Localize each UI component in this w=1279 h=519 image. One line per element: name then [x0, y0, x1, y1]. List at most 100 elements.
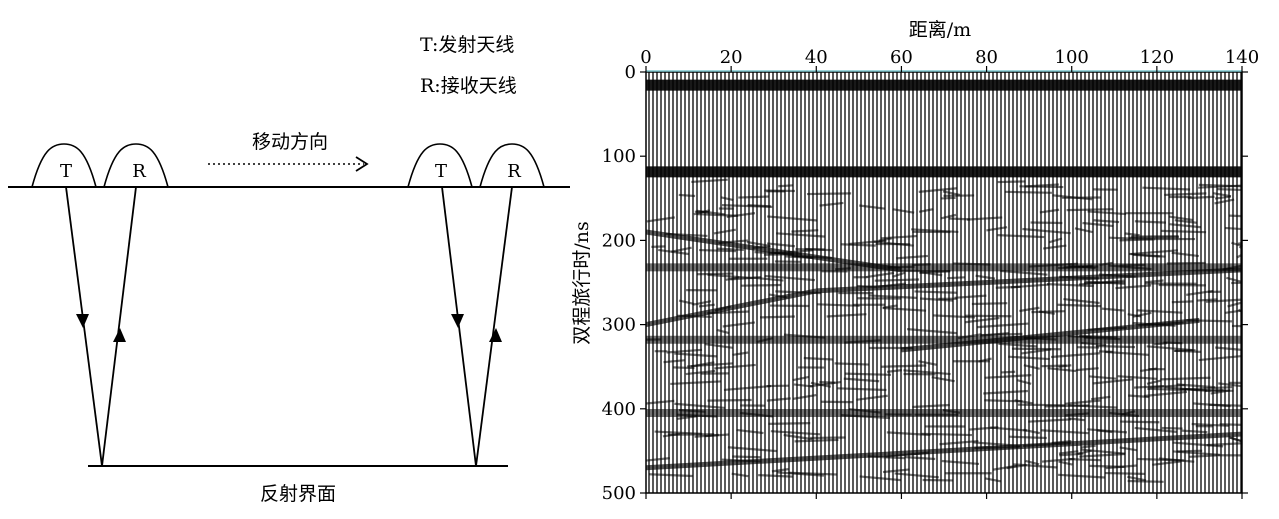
trace-wavelet — [964, 316, 1000, 324]
trace-wavelet — [873, 240, 914, 247]
trace-wavelet — [1087, 326, 1127, 331]
trace-wavelet — [896, 254, 929, 260]
trace-wavelet — [1012, 463, 1058, 469]
down-arrow-icon — [451, 314, 464, 328]
trace-wavelet — [732, 455, 761, 459]
trace-wavelet — [1169, 223, 1202, 229]
trace-wavelet — [1120, 420, 1160, 424]
trace-wavelet — [732, 351, 749, 357]
trace-wavelet — [1158, 457, 1195, 463]
trace-wavelet — [918, 187, 958, 193]
trace-wavelet — [837, 387, 887, 392]
trace-wavelet — [1228, 436, 1243, 443]
reflector-horizontal — [646, 335, 1242, 344]
reflector-layer — [645, 79, 1243, 483]
trace-wavelet — [1144, 279, 1164, 284]
trace-wavelet — [723, 384, 772, 392]
trace-wavelet — [783, 433, 813, 441]
trace-wavelet — [1046, 283, 1094, 288]
trace-wavelet — [949, 217, 971, 221]
trace-wavelet — [697, 213, 739, 217]
trace-wavelet — [1147, 387, 1187, 392]
trace-wavelet — [1016, 379, 1032, 385]
x-tick-label: 100 — [1055, 47, 1089, 68]
trace-wavelet — [1222, 264, 1243, 271]
trace-wavelet — [1127, 475, 1147, 482]
trace-wavelet — [1229, 214, 1243, 218]
trace-wavelet — [1057, 303, 1101, 308]
trace-wavelet — [997, 180, 1026, 184]
trace-wavelet — [1136, 309, 1183, 314]
trace-wavelet — [707, 310, 750, 315]
trace-wavelet — [767, 215, 818, 222]
trace-wavelet — [1127, 479, 1164, 483]
trace-wavelet — [1146, 345, 1196, 352]
trace-wavelet — [848, 407, 881, 414]
trace-wavelet — [756, 337, 774, 344]
trace-wavelet — [1133, 384, 1164, 389]
trace-wavelet — [718, 239, 749, 245]
trace-wavelet — [704, 343, 734, 349]
trace-wavelet — [887, 265, 915, 269]
trace-wavelet — [1115, 284, 1152, 290]
trace-wavelet — [844, 372, 892, 376]
trace-wavelet — [1088, 375, 1117, 380]
trace-wavelet — [1058, 450, 1079, 455]
trace-wavelet — [1010, 283, 1049, 289]
trace-wavelet — [1146, 379, 1161, 385]
trace-wavelet — [986, 226, 1008, 232]
trace-wavelet — [1214, 198, 1235, 205]
trace-wavelet — [738, 195, 770, 199]
trace-wavelet — [716, 328, 730, 335]
trace-wavelet — [720, 196, 734, 202]
trace-wavelet — [793, 383, 813, 388]
trace-wavelet — [1024, 183, 1059, 188]
trace-wavelet — [1143, 390, 1188, 398]
trace-wavelet — [1068, 458, 1101, 462]
trace-wavelet — [677, 314, 712, 318]
trace-wavelet — [1168, 215, 1194, 222]
trace-wavelet — [1181, 429, 1208, 434]
trace-wavelet — [770, 430, 821, 436]
trace-wavelet — [1000, 269, 1048, 276]
trace-wavelet — [717, 247, 744, 252]
trace-wavelet — [840, 243, 876, 247]
trace-wavelet — [918, 208, 934, 213]
trace-wavelet — [1152, 460, 1181, 466]
trace-wavelet — [1215, 346, 1243, 351]
trace-wavelet — [714, 305, 731, 312]
trace-wavelet — [698, 303, 715, 308]
legend-receiver: R:接收天线 — [420, 75, 517, 97]
trace-wavelet — [721, 204, 773, 208]
trace-wavelet — [1079, 452, 1126, 458]
trace-wavelet — [1021, 348, 1052, 355]
trace-wavelet — [673, 366, 695, 370]
trace-wavelet — [947, 276, 965, 280]
trace-wavelet — [1043, 244, 1067, 250]
trace-wavelet — [1090, 395, 1111, 401]
trace-wavelet — [1197, 298, 1218, 302]
trace-wavelet — [649, 473, 693, 478]
trace-wavelet — [1011, 347, 1061, 351]
trace-wavelet — [885, 451, 930, 458]
trace-wavelet — [1082, 221, 1114, 228]
plot-frame — [645, 71, 1243, 494]
trace-wavelet — [1217, 188, 1243, 192]
trace-wavelet — [1087, 210, 1127, 216]
trace-wavelet — [691, 178, 728, 184]
y-tick-label: 200 — [602, 230, 636, 251]
trace-wavelet — [803, 356, 833, 361]
trace-wavelet — [1039, 208, 1060, 214]
trace-wavelet — [769, 293, 788, 299]
trace-wavelet — [1120, 410, 1136, 416]
trace-wavelet — [810, 381, 832, 388]
trace-wavelet — [931, 376, 955, 383]
trace-wavelet — [974, 446, 1020, 449]
trace-wavelet — [646, 399, 675, 405]
transmitter-antenna-icon — [31, 143, 97, 188]
x-axis-ticks: 0 20 40 60 80 100 120 140 — [640, 47, 1259, 499]
trace-wavelet — [905, 456, 936, 461]
up-arrow-icon — [489, 328, 502, 342]
trace-wavelet — [759, 315, 795, 319]
trace-wavelet — [992, 464, 1018, 471]
